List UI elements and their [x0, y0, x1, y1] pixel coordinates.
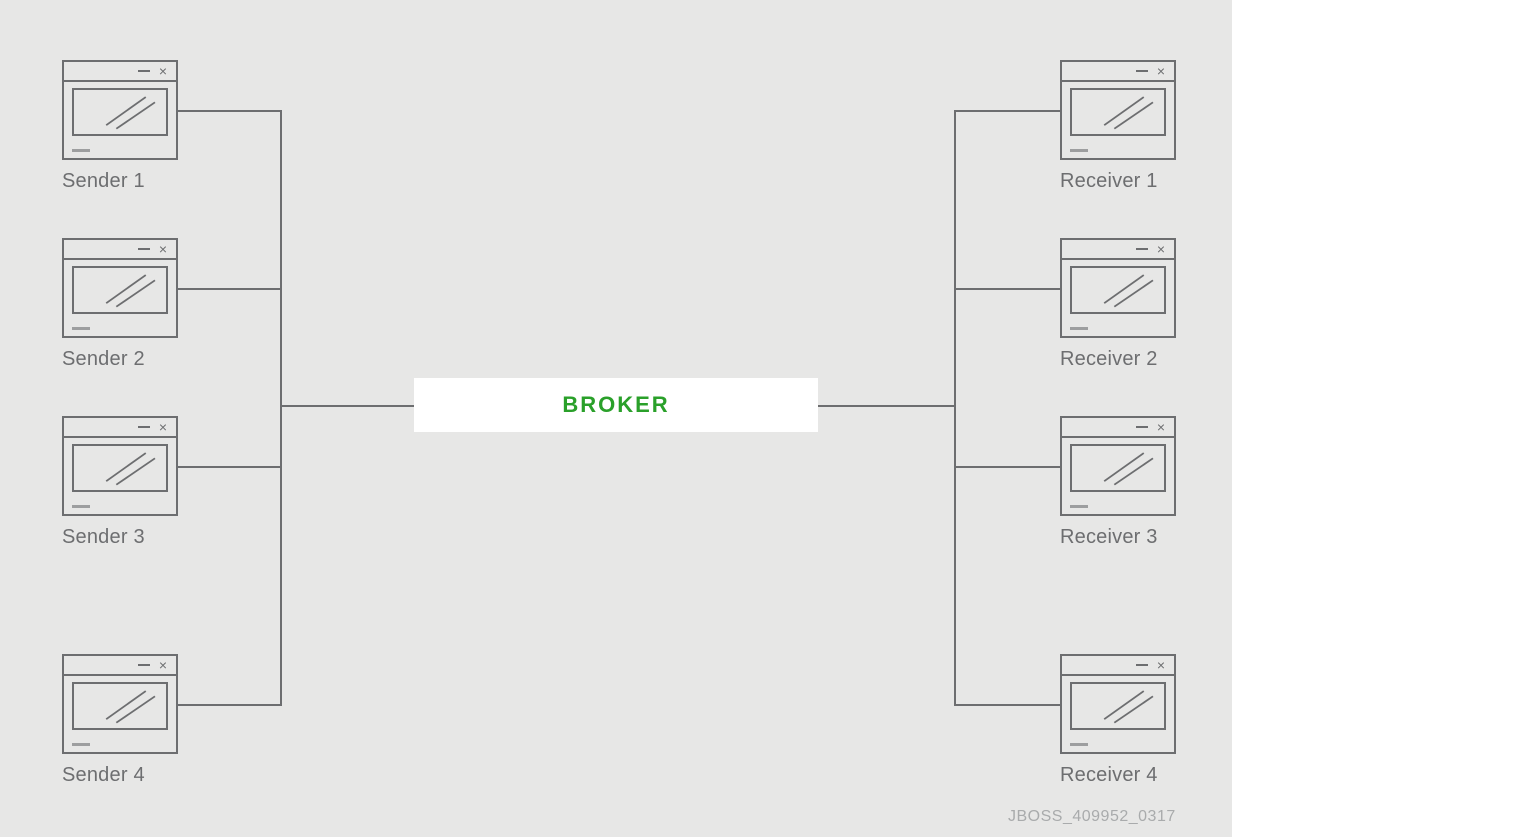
close-icon: × [1154, 64, 1168, 78]
window-icon: × [62, 416, 178, 516]
window-titlebar: × [1062, 656, 1174, 676]
window-titlebar: × [64, 656, 176, 676]
sender-connector [178, 110, 280, 112]
window-titlebar: × [64, 62, 176, 82]
receiver-node: × Receiver 2 [1060, 238, 1176, 371]
window-titlebar: × [1062, 418, 1174, 438]
receiver-node: × Receiver 3 [1060, 416, 1176, 549]
window-footer-mark [1070, 149, 1088, 152]
window-body [72, 88, 168, 136]
minimize-icon [138, 70, 150, 72]
close-icon: × [1154, 420, 1168, 434]
window-icon: × [62, 654, 178, 754]
minimize-icon [1136, 664, 1148, 666]
window-footer-mark [72, 743, 90, 746]
minimize-icon [1136, 70, 1148, 72]
diagram-outer: × Sender 1 × Sender 2 × Sender 3 × Sender 4 × Rec… [0, 0, 1520, 837]
window-footer-mark [72, 149, 90, 152]
window-icon: × [62, 60, 178, 160]
sender-label: Sender 2 [62, 348, 178, 371]
minimize-icon [1136, 426, 1148, 428]
receiver-connector [954, 110, 1060, 112]
sender-connector [178, 704, 280, 706]
close-icon: × [156, 64, 170, 78]
receiver-label: Receiver 3 [1060, 526, 1176, 549]
broker-box: BROKER [414, 378, 818, 432]
sender-label: Sender 4 [62, 764, 178, 787]
window-icon: × [1060, 238, 1176, 338]
receiver-label: Receiver 1 [1060, 170, 1176, 193]
receiver-label: Receiver 2 [1060, 348, 1176, 371]
receiver-connector [954, 288, 1060, 290]
window-icon: × [1060, 60, 1176, 160]
left-to-broker [280, 405, 414, 407]
close-icon: × [156, 658, 170, 672]
close-icon: × [1154, 242, 1168, 256]
window-footer-mark [1070, 505, 1088, 508]
close-icon: × [156, 242, 170, 256]
receiver-connector [954, 466, 1060, 468]
window-body [1070, 266, 1166, 314]
window-titlebar: × [64, 418, 176, 438]
receiver-node: × Receiver 4 [1060, 654, 1176, 787]
broker-to-right [818, 405, 956, 407]
sender-label: Sender 3 [62, 526, 178, 549]
sender-connector [178, 466, 280, 468]
window-icon: × [1060, 416, 1176, 516]
sender-label: Sender 1 [62, 170, 178, 193]
window-titlebar: × [1062, 240, 1174, 260]
window-body [72, 682, 168, 730]
minimize-icon [138, 248, 150, 250]
window-body [1070, 88, 1166, 136]
window-body [72, 266, 168, 314]
receiver-label: Receiver 4 [1060, 764, 1176, 787]
receiver-node: × Receiver 1 [1060, 60, 1176, 193]
window-titlebar: × [1062, 62, 1174, 82]
sender-node: × Sender 3 [62, 416, 178, 549]
close-icon: × [1154, 658, 1168, 672]
window-footer-mark [72, 505, 90, 508]
window-icon: × [62, 238, 178, 338]
sender-node: × Sender 4 [62, 654, 178, 787]
sender-node: × Sender 1 [62, 60, 178, 193]
minimize-icon [138, 664, 150, 666]
minimize-icon [1136, 248, 1148, 250]
window-icon: × [1060, 654, 1176, 754]
right-bus [954, 110, 956, 706]
window-footer-mark [1070, 743, 1088, 746]
receiver-connector [954, 704, 1060, 706]
window-body [72, 444, 168, 492]
window-titlebar: × [64, 240, 176, 260]
window-body [1070, 682, 1166, 730]
sender-node: × Sender 2 [62, 238, 178, 371]
window-body [1070, 444, 1166, 492]
window-footer-mark [1070, 327, 1088, 330]
broker-diagram: × Sender 1 × Sender 2 × Sender 3 × Sender 4 × Rec… [0, 0, 1232, 837]
left-bus [280, 110, 282, 706]
minimize-icon [138, 426, 150, 428]
sender-connector [178, 288, 280, 290]
window-footer-mark [72, 327, 90, 330]
footer-id: JBOSS_409952_0317 [1008, 808, 1176, 826]
close-icon: × [156, 420, 170, 434]
